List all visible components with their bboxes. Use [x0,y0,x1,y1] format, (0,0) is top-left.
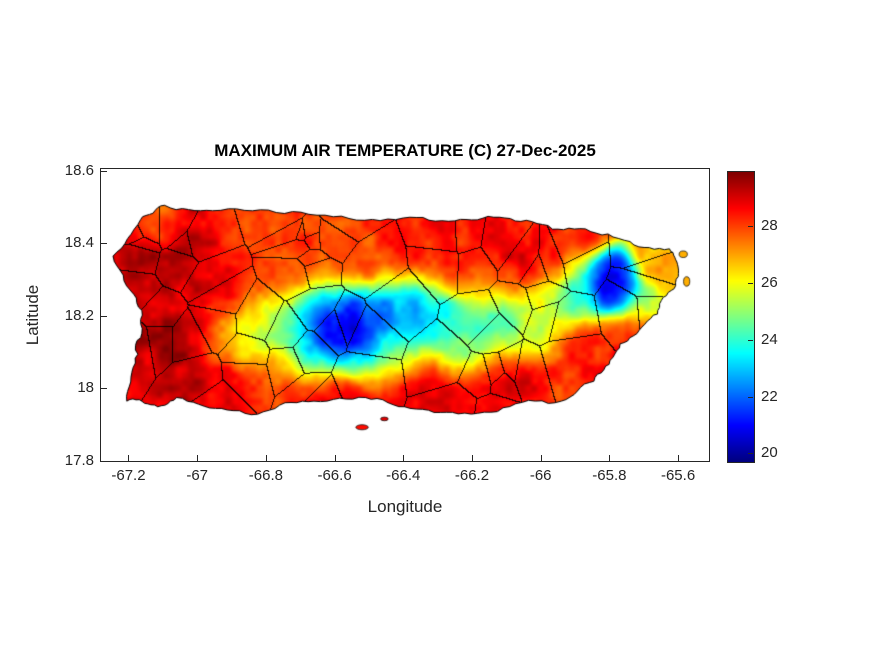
x-tick-label: -65.6 [660,467,696,484]
chart-title: MAXIMUM AIR TEMPERATURE (C) 27-Dec-2025 [214,141,596,160]
colorbar-tick-mark [748,226,753,227]
plot-area [100,168,710,462]
y-tick-mark [101,243,107,244]
temperature-heatmap-canvas [101,169,709,461]
colorbar-tick-label: 26 [761,273,778,291]
x-tick-mark [541,455,542,461]
colorbar-tick-mark [748,397,753,398]
x-tick-mark [403,455,404,461]
x-tick-mark [128,455,129,461]
y-tick-label: 18 [77,379,94,397]
x-tick-label: -66.2 [454,467,490,484]
colorbar-tick-label: 20 [761,444,778,462]
y-tick-mark [101,388,107,389]
colorbar-tick-label: 22 [761,387,778,405]
colorbar-tick-mark [748,283,753,284]
y-tick-mark [101,461,107,462]
y-tick-mark [101,316,107,317]
x-tick-label: -66.6 [317,467,352,484]
y-tick-label: 18.4 [64,234,94,252]
x-tick-label: -65.8 [592,467,627,484]
y-tick-label: 18.6 [64,161,94,179]
y-tick-label: 17.8 [64,452,94,469]
colorbar-tick-mark [748,453,753,454]
x-tick-mark [335,455,336,461]
y-tick-mark [101,171,107,172]
colorbar [727,171,755,463]
x-tick-mark [472,455,473,461]
x-tick-mark [678,455,679,461]
x-tick-mark [197,455,198,461]
colorbar-tick-label: 24 [761,330,778,348]
x-tick-mark [609,455,610,461]
colorbar-tick-mark [748,340,753,341]
x-tick-label: -66 [529,467,552,484]
colorbar-gradient-canvas [728,172,754,462]
x-tick-label: -66.8 [248,467,283,484]
x-tick-mark [266,455,267,461]
x-axis-label: Longitude [367,497,443,516]
x-tick-label: -67 [186,467,209,484]
y-tick-label: 18.2 [64,306,94,324]
colorbar-tick-label: 28 [761,217,778,235]
x-tick-label: -66.4 [386,467,421,484]
x-tick-label: -67.2 [111,467,146,484]
